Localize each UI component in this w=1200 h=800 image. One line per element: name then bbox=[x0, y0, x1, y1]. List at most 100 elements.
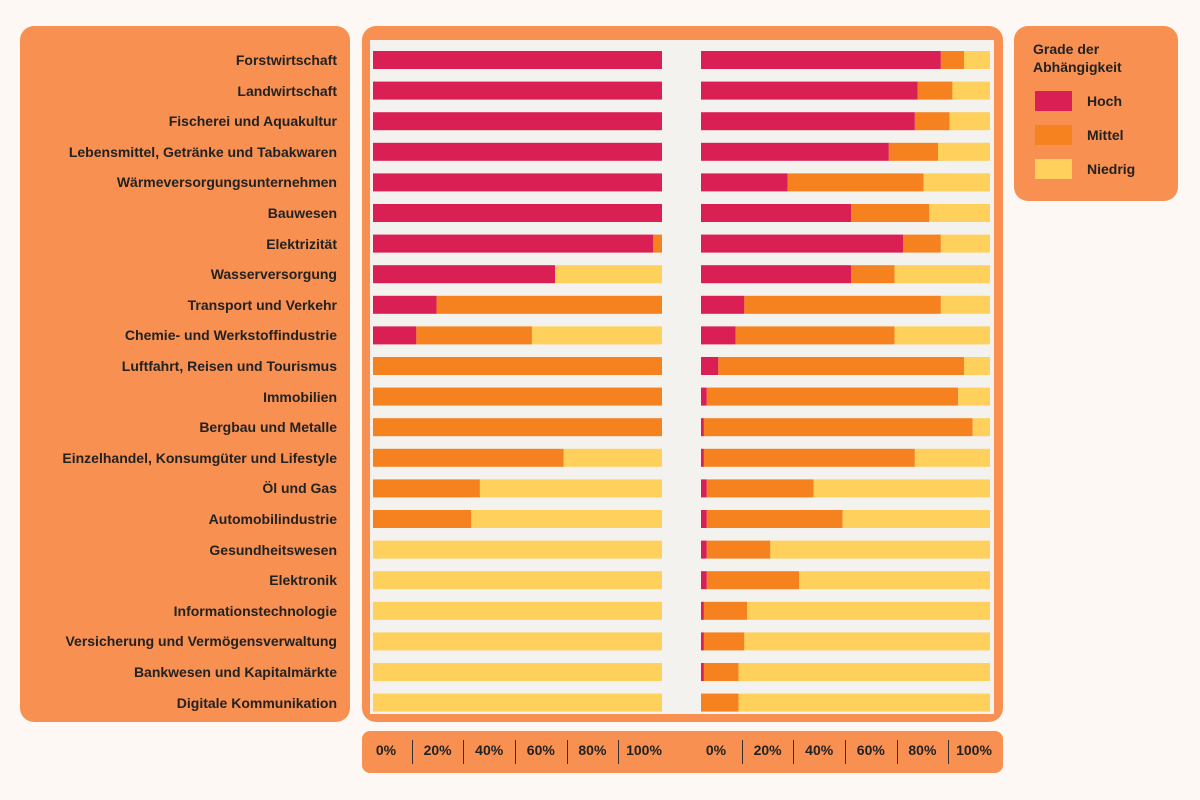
bar-panel2-bergbau-und-metalle-mittel bbox=[703, 418, 973, 437]
category-label: Luftfahrt, Reisen und Tourismus bbox=[121, 358, 337, 374]
bar-panel2-elektrizit-t-hoch bbox=[701, 234, 904, 253]
legend-swatch-mittel bbox=[1035, 125, 1072, 145]
bar-panel1-chemie-und-werkstoffindustrie-niedrig bbox=[531, 326, 662, 345]
bar-panel2-fischerei-und-aquakultur-niedrig bbox=[949, 112, 990, 131]
category-label: Gesundheitswesen bbox=[209, 541, 337, 558]
category-label: Öl und Gas bbox=[262, 480, 337, 497]
bar-panel2-bauwesen-hoch bbox=[701, 204, 852, 222]
x-tick-label: 60% bbox=[526, 742, 555, 758]
bar-panel2-elektronik-mittel bbox=[706, 571, 800, 590]
category-label: Versicherung und Vermögensverwaltung bbox=[65, 633, 337, 650]
bar-panel1-versicherung-und-verm-gensverwaltung-niedrig bbox=[373, 632, 662, 651]
bar-panel2-w-rmeversorgungsunternehmen-niedrig bbox=[923, 173, 990, 192]
x-tick-separator bbox=[793, 740, 795, 764]
category-label: Bergbau und Metalle bbox=[199, 419, 337, 436]
bar-panel1-einzelhandel-konsumg-ter-und-lifestyle-niedrig bbox=[563, 448, 662, 467]
x-tick-separator bbox=[618, 740, 620, 764]
bar-panel2-l-und-gas-niedrig bbox=[813, 479, 990, 498]
bar-panel2-versicherung-und-verm-gensverwaltung-niedrig bbox=[744, 632, 990, 651]
bar-panel2-transport-und-verkehr-niedrig bbox=[940, 295, 990, 314]
category-label: Informationstechnologie bbox=[173, 602, 337, 619]
bar-panel2-w-rmeversorgungsunternehmen-mittel bbox=[787, 173, 924, 192]
legend-swatch-niedrig bbox=[1035, 159, 1072, 179]
x-tick-separator bbox=[845, 740, 846, 764]
bar-panel1-luftfahrt-reisen-und-tourismus-mittel bbox=[373, 357, 662, 375]
bar-panel2-chemie-und-werkstoffindustrie-hoch bbox=[701, 326, 736, 345]
bar-panel2-elektrizit-t-mittel bbox=[903, 234, 941, 253]
bar-panel2-landwirtschaft-mittel bbox=[917, 81, 953, 100]
bar-panel2-wasserversorgung-hoch bbox=[701, 265, 852, 284]
x-tick-separator bbox=[948, 740, 950, 764]
x-tick-separator bbox=[463, 740, 465, 764]
bar-panel2-informationstechnologie-niedrig bbox=[747, 601, 990, 620]
bar-panel1-immobilien-mittel bbox=[373, 387, 662, 406]
bar-panel2-forstwirtschaft-mittel bbox=[940, 51, 964, 69]
bar-panel2-bankwesen-und-kapitalm-rkte-niedrig bbox=[738, 663, 990, 681]
bar-panel2-versicherung-und-verm-gensverwaltung-mittel bbox=[703, 632, 745, 651]
x-tick-label: 40% bbox=[475, 742, 504, 758]
bar-panel2-transport-und-verkehr-mittel bbox=[744, 295, 941, 314]
bar-panel1-bergbau-und-metalle-mittel bbox=[373, 418, 662, 437]
x-axis-panel: 0% 20% 40% 60% 80% 100% 0% 20% 40% 60% 80% 100% bbox=[362, 731, 1003, 773]
bar-panel1-fischerei-und-aquakultur-hoch bbox=[373, 112, 662, 131]
bar-panel1-chemie-und-werkstoffindustrie-hoch bbox=[373, 326, 417, 345]
bar-panel2-gesundheitswesen-niedrig bbox=[770, 540, 990, 559]
bar-panel2-bergbau-und-metalle-niedrig bbox=[972, 418, 990, 437]
bar-panel2-bauwesen-mittel bbox=[851, 204, 930, 222]
category-label: Einzelhandel, Konsumgüter und Lifestyle bbox=[62, 449, 337, 466]
bar-panel2-luftfahrt-reisen-und-tourismus-hoch bbox=[701, 357, 719, 375]
category-label: Elektronik bbox=[269, 572, 337, 589]
category-label: Wasserversorgung bbox=[210, 266, 337, 283]
bar-panel2-immobilien-hoch bbox=[701, 387, 707, 406]
category-label: Landwirtschaft bbox=[237, 82, 337, 99]
bar-panel1-l-und-gas-mittel bbox=[373, 479, 480, 498]
bar-panel2-digitale-kommunikation-mittel bbox=[701, 693, 739, 712]
bar-panel2-automobilindustrie-hoch bbox=[701, 510, 707, 528]
bar-panel1-w-rmeversorgungsunternehmen-hoch bbox=[373, 173, 662, 192]
bar-panel2-luftfahrt-reisen-und-tourismus-mittel bbox=[718, 357, 964, 375]
x-tick-label: 20% bbox=[423, 742, 452, 758]
bar-panel2-digitale-kommunikation-niedrig bbox=[738, 693, 990, 712]
bar-panel1-automobilindustrie-mittel bbox=[373, 510, 472, 528]
bar-panel2-lebensmittel-getr-nke-und-tabakwaren-mittel bbox=[888, 142, 938, 161]
bar-panel2-luftfahrt-reisen-und-tourismus-niedrig bbox=[963, 357, 990, 375]
x-tick-label: 0% bbox=[375, 742, 397, 758]
bar-panel2-bergbau-und-metalle-hoch bbox=[701, 418, 704, 437]
bar-panel2-l-und-gas-hoch bbox=[701, 479, 707, 498]
stacked-bar-chart bbox=[373, 51, 990, 712]
bar-panel1-bauwesen-hoch bbox=[373, 204, 662, 222]
category-label: Fischerei und Aquakultur bbox=[168, 113, 337, 130]
bar-panel2-automobilindustrie-mittel bbox=[706, 510, 843, 528]
bar-panel1-elektrizit-t-mittel bbox=[653, 234, 662, 253]
chart-panel bbox=[362, 26, 1003, 722]
bar-panel1-landwirtschaft-hoch bbox=[373, 81, 662, 100]
bar-panel2-wasserversorgung-niedrig bbox=[894, 265, 990, 284]
category-label: Lebensmittel, Getränke und Tabakwaren bbox=[68, 143, 337, 160]
bar-panel2-transport-und-verkehr-hoch bbox=[701, 295, 745, 314]
legend-swatch-hoch bbox=[1035, 91, 1072, 111]
bar-panel2-lebensmittel-getr-nke-und-tabakwaren-hoch bbox=[701, 142, 889, 161]
bar-panel2-forstwirtschaft-hoch bbox=[701, 51, 941, 69]
bar-panel2-immobilien-mittel bbox=[706, 387, 959, 406]
bar-panel2-landwirtschaft-hoch bbox=[701, 81, 918, 100]
bar-panel2-wasserversorgung-mittel bbox=[851, 265, 895, 284]
bar-panel2-elektrizit-t-niedrig bbox=[940, 234, 990, 253]
x-tick-label: 40% bbox=[805, 742, 834, 758]
bar-panel1-wasserversorgung-hoch bbox=[373, 265, 556, 284]
bar-panel1-elektrizit-t-hoch bbox=[373, 234, 654, 253]
x-tick-label: 80% bbox=[908, 742, 937, 758]
x-tick-label: 80% bbox=[578, 742, 607, 758]
x-tick-separator bbox=[741, 740, 743, 764]
category-label: Automobilindustrie bbox=[208, 511, 337, 527]
category-label: Elektrizität bbox=[266, 235, 337, 252]
bar-panel2-bauwesen-niedrig bbox=[929, 204, 990, 222]
bar-panel1-lebensmittel-getr-nke-und-tabakwaren-hoch bbox=[373, 142, 662, 161]
legend-label-niedrig: Niedrig bbox=[1087, 161, 1136, 177]
bar-panel2-einzelhandel-konsumg-ter-und-lifestyle-niedrig bbox=[914, 448, 990, 467]
bar-panel1-chemie-und-werkstoffindustrie-mittel bbox=[416, 326, 532, 345]
bar-panel1-gesundheitswesen-niedrig bbox=[373, 540, 662, 559]
category-label: Digitale Kommunikation bbox=[176, 694, 337, 711]
bar-panel2-gesundheitswesen-mittel bbox=[706, 540, 771, 559]
bar-panel2-w-rmeversorgungsunternehmen-hoch bbox=[701, 173, 788, 192]
bar-panel2-einzelhandel-konsumg-ter-und-lifestyle-hoch bbox=[701, 448, 704, 467]
